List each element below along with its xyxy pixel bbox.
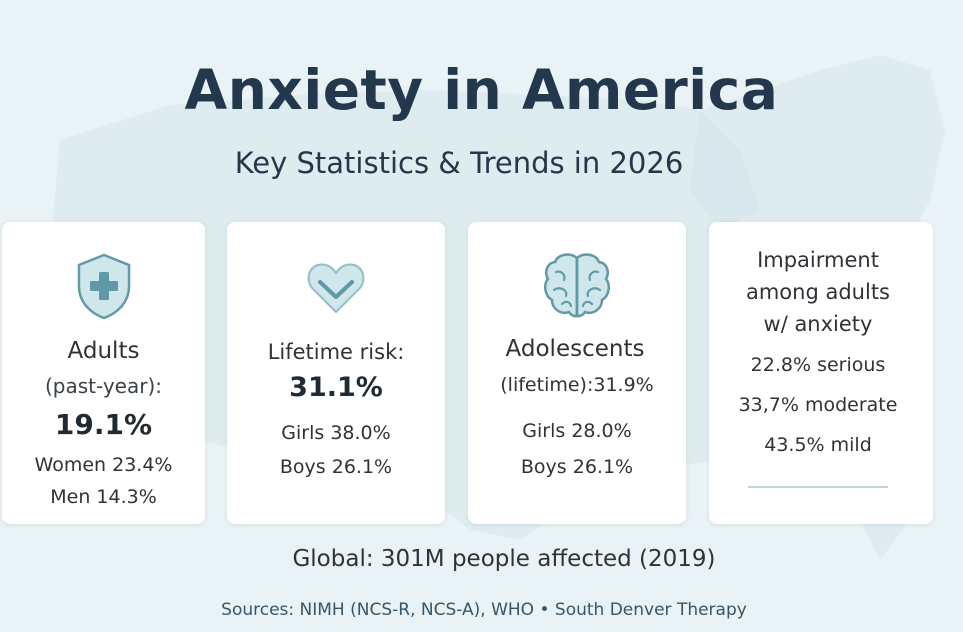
lifetime-risk-label: Lifetime risk: [267,340,405,364]
impairment-heading-2: among adults [745,280,890,304]
adolescents-card: Adolescents (lifetime):31.9% Girls 28.0%… [468,222,686,524]
page-title: Anxiety in America [184,58,779,122]
adults-men: Men 14.3% [50,486,157,508]
shield-plus-icon [77,253,130,320]
lifetime-risk-card: Lifetime risk: 31.1% Girls 38.0% Boys 26… [227,222,445,524]
lifetime-risk-girls: Girls 38.0% [281,422,391,444]
brain-icon [543,253,611,318]
impairment-card: Impairment among adults w/ anxiety 22.8%… [709,222,933,524]
adults-women: Women 23.4% [34,454,173,476]
adults-label: Adults [67,338,140,364]
adolescents-girls: Girls 28.0% [522,420,632,442]
adolescents-label: Adolescents [505,336,645,362]
adults-card: Adults (past-year): 19.1% Women 23.4% Me… [2,222,205,524]
page-subtitle: Key Statistics & Trends in 2026 [234,146,684,180]
impairment-moderate: 33,7% moderate [738,394,898,416]
impairment-heading-1: Impairment [757,248,879,272]
lifetime-risk-boys: Boys 26.1% [279,456,393,478]
global-stat: Global: 301M people affected (2019) [292,546,716,572]
sources-line: Sources: NIMH (NCS-R, NCS-A), WHO • Sout… [221,600,747,620]
adolescents-boys: Boys 26.1% [520,456,634,478]
impairment-divider [748,486,888,488]
impairment-serious: 22.8% serious [750,354,886,376]
adults-value: 19.1% [54,408,153,441]
heart-chevron-icon [307,263,365,314]
lifetime-risk-value: 31.1% [289,372,383,403]
impairment-mild: 43.5% mild [764,434,872,456]
adolescents-lifetime: (lifetime):31.9% [500,374,654,396]
adults-sublabel: (past-year): [44,374,163,398]
impairment-heading-3: w/ anxiety [763,312,873,336]
